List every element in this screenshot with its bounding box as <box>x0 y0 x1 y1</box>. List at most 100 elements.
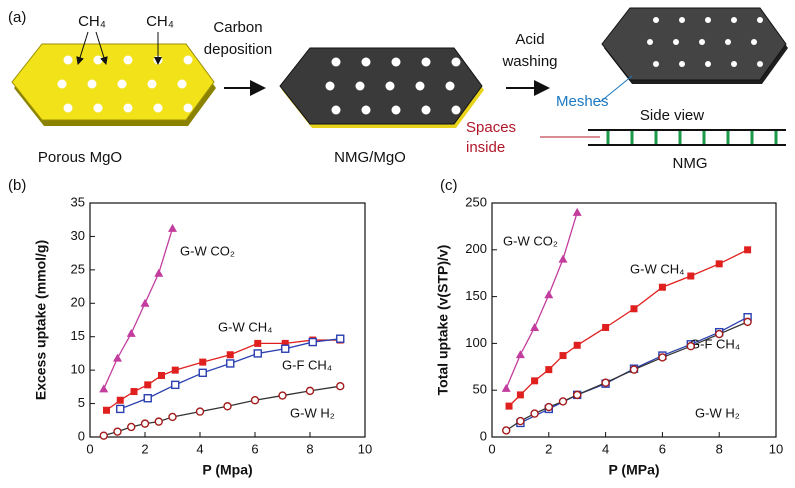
marker <box>530 323 539 331</box>
hole <box>751 39 757 45</box>
x-tick-label: 6 <box>251 441 258 456</box>
schematic: (a) CH₄ CH₄ Carbon deposition Acid washi… <box>8 8 788 172</box>
y-tick-label: 200 <box>465 241 487 256</box>
marker <box>279 392 286 399</box>
series-line <box>107 340 341 410</box>
hole <box>731 61 737 67</box>
y-tick-label: 50 <box>473 382 487 397</box>
figure: (a) CH₄ CH₄ Carbon deposition Acid washi… <box>0 0 795 483</box>
gas-label: CH₄ <box>78 13 106 30</box>
y-tick-label: 100 <box>465 335 487 350</box>
marker <box>517 418 524 425</box>
series-label: G-W H₂ <box>290 405 335 420</box>
marker <box>100 432 107 439</box>
hole <box>757 17 763 23</box>
series-line <box>509 250 748 406</box>
step-label: deposition <box>204 41 272 58</box>
hole <box>178 80 187 89</box>
y-tick-label: 15 <box>71 328 85 343</box>
hole <box>679 17 685 23</box>
marker <box>197 408 204 415</box>
hole <box>647 39 653 45</box>
marker <box>141 299 150 307</box>
hole <box>673 39 679 45</box>
marker <box>659 354 666 361</box>
y-tick-label: 20 <box>71 295 85 310</box>
y-tick-label: 10 <box>71 362 85 377</box>
hole <box>446 82 455 91</box>
marker <box>517 391 524 398</box>
hole <box>94 56 103 65</box>
marker <box>168 224 177 232</box>
hole <box>757 61 763 67</box>
marker <box>560 398 567 405</box>
x-tick-label: 2 <box>141 441 148 456</box>
hole <box>416 82 425 91</box>
hole <box>705 17 711 23</box>
x-tick-label: 8 <box>716 441 723 456</box>
hole <box>731 17 737 23</box>
y-axis-title: Excess uptake (mmol/g) <box>33 240 49 400</box>
hole <box>94 104 103 113</box>
hole <box>679 61 685 67</box>
hole <box>326 82 335 91</box>
stage-label: NMG <box>673 155 708 172</box>
marker <box>531 377 538 384</box>
pointer <box>600 76 632 102</box>
marker <box>254 340 261 347</box>
x-tick-label: 6 <box>659 441 666 456</box>
marker <box>154 269 163 277</box>
marker <box>545 404 552 411</box>
gas-label: CH₄ <box>146 13 174 30</box>
marker <box>142 420 149 427</box>
hole <box>362 106 371 115</box>
marker <box>744 318 751 325</box>
marker <box>687 343 694 350</box>
marker <box>282 345 289 352</box>
marker <box>169 413 176 420</box>
series-label: G-W H₂ <box>695 405 740 420</box>
x-tick-label: 10 <box>769 441 783 456</box>
hole <box>725 39 731 45</box>
marker <box>172 367 179 374</box>
marker <box>254 350 261 357</box>
series-label: G-W CO₂ <box>503 233 558 248</box>
marker <box>227 351 234 358</box>
x-tick-label: 2 <box>545 441 552 456</box>
marker <box>559 255 568 263</box>
series-line <box>120 339 340 409</box>
hole <box>332 58 341 67</box>
marker <box>506 403 513 410</box>
marker <box>224 403 231 410</box>
series-label: G-W CH₄ <box>630 261 684 276</box>
hole <box>422 58 431 67</box>
y-tick-label: 35 <box>71 194 85 209</box>
marker <box>716 331 723 338</box>
marker <box>659 284 666 291</box>
x-tick-label: 4 <box>196 441 203 456</box>
marker <box>307 387 314 394</box>
stage-label: Porous MgO <box>38 149 122 166</box>
series-line <box>104 228 173 388</box>
marker <box>172 381 179 388</box>
hole <box>422 106 431 115</box>
marker <box>252 397 259 404</box>
marker <box>158 372 165 379</box>
x-axis-title: P (Mpa) <box>202 462 252 478</box>
marker <box>502 384 511 392</box>
marker <box>99 384 108 392</box>
y-tick-label: 0 <box>78 428 85 443</box>
marker <box>545 366 552 373</box>
marker <box>687 273 694 280</box>
hole <box>452 106 461 115</box>
hole <box>124 56 133 65</box>
marker <box>117 405 124 412</box>
y-tick-label: 25 <box>71 261 85 276</box>
x-tick-label: 4 <box>602 441 609 456</box>
marker <box>544 290 553 298</box>
hole <box>362 58 371 67</box>
marker <box>573 208 582 216</box>
hole <box>88 80 97 89</box>
marker <box>309 339 316 346</box>
marker <box>337 335 344 342</box>
